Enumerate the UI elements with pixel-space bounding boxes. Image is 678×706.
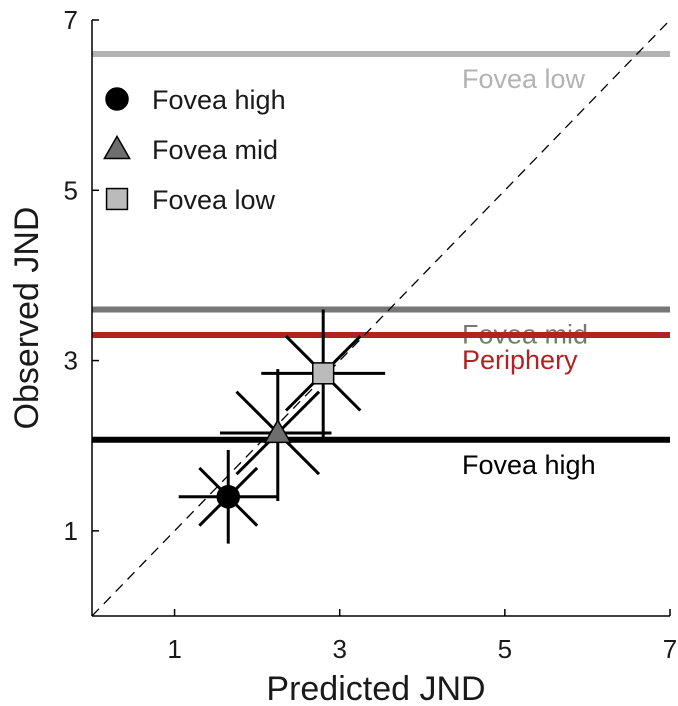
data-point-fovea-low	[312, 362, 335, 385]
y-tick-label-1: 1	[64, 516, 78, 546]
legend-marker-fovea-high	[105, 87, 129, 111]
legend-label-fovea-high: Fovea high	[152, 85, 286, 115]
x-tick-label-3: 3	[332, 634, 346, 664]
x-tick-label-1: 1	[167, 634, 181, 664]
legend-label-fovea-mid: Fovea mid	[152, 135, 278, 165]
reference-line-label-periphery: Periphery	[462, 345, 578, 375]
legend: Fovea high Fovea mid Fovea low	[103, 85, 286, 215]
axes	[91, 20, 670, 617]
y-tick-label-3: 3	[64, 346, 78, 376]
ticks: 1 3 5 7 1 3 5 7	[64, 5, 678, 664]
reference-line-label-fovea-high: Fovea high	[462, 450, 596, 480]
reference-line-label-fovea-low: Fovea low	[462, 64, 586, 94]
y-axis-title: Observed JND	[8, 207, 46, 430]
y-tick-label-7: 7	[64, 5, 78, 35]
y-tick-label-5: 5	[64, 175, 78, 205]
x-tick-label-7: 7	[663, 634, 677, 664]
reference-lines: Fovea low Fovea mid Periphery Fovea high	[92, 51, 670, 480]
x-axis-title: Predicted JND	[266, 670, 485, 706]
data-markers	[216, 362, 335, 509]
identity-line	[91, 19, 671, 617]
data-point-fovea-mid	[263, 418, 292, 444]
legend-marker-fovea-low	[105, 187, 129, 211]
x-tick-label-5: 5	[498, 634, 512, 664]
data-point-fovea-high	[216, 485, 240, 509]
legend-label-fovea-low: Fovea low	[152, 185, 276, 215]
legend-marker-fovea-mid	[103, 134, 131, 160]
